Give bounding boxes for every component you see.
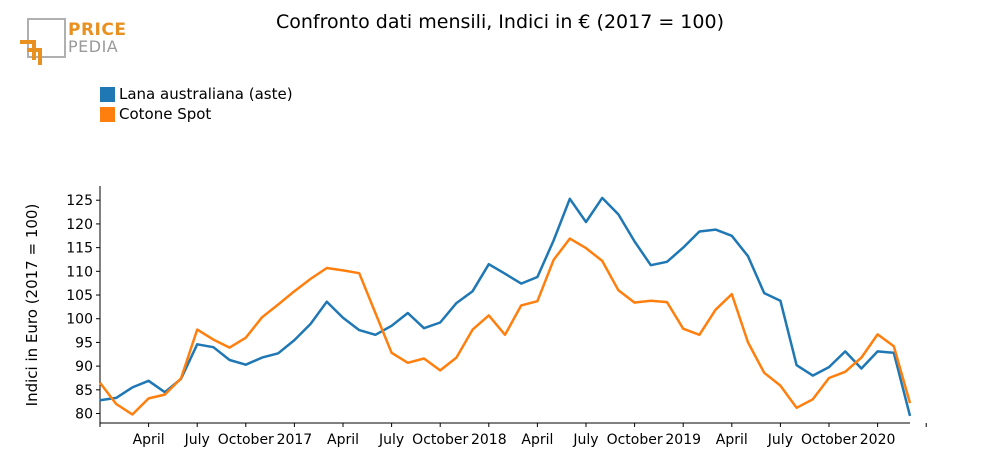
x-tick-label: October [412,432,468,448]
y-tick-label: 100 [66,312,93,328]
legend-item-lana[interactable]: Lana australiana (aste) [100,84,293,104]
x-tick-label: July [767,432,793,448]
chart-series [99,196,912,417]
y-tick-label: 110 [66,264,93,280]
x-tick-label: 2020 [860,432,896,448]
legend-swatch-lana [100,86,115,102]
x-tick-label: April [521,432,553,448]
x-tick-label: October [218,432,274,448]
x-tick-label: 2019 [665,432,701,448]
legend-label-lana: Lana australiana (aste) [119,85,293,103]
y-tick-label: 120 [66,217,93,233]
y-tick-label: 125 [66,193,93,209]
logo-mark-icon [20,18,66,65]
x-tick-label: October [801,432,857,448]
x-tick-label: July [378,432,404,448]
y-tick-label: 105 [66,288,93,304]
pricepedia-logo: PRICE PEDIA [20,18,130,68]
x-tick-label: April [327,432,359,448]
chart-axes: 80 85 90 95 100 105 110 115 120 125 April July Octob… [66,186,927,448]
logo-price-text: PRICE [68,20,127,40]
x-tick-label: 2018 [471,432,507,448]
x-tick-label: April [716,432,748,448]
x-tick-label: April [133,432,165,448]
y-axis-label: Indici in Euro (2017 = 100) [23,204,41,407]
x-tick-label: July [184,432,210,448]
chart-legend: Lana australiana (aste) Cotone Spot [100,84,293,124]
series-line-cotone[interactable] [99,237,912,416]
y-tick-label: 95 [75,335,93,351]
series-line-lana[interactable] [99,196,912,417]
x-tick-label: July [572,432,598,448]
x-tick-label: 2017 [277,432,313,448]
legend-swatch-cotone [100,106,115,122]
chart-title: Confronto dati mensili, Indici in € (201… [275,11,724,33]
legend-label-cotone: Cotone Spot [119,105,212,123]
x-tick-label: October [607,432,663,448]
y-tick-label: 115 [66,241,93,257]
logo-pedia-text: PEDIA [68,37,119,56]
y-tick-label: 80 [75,407,93,423]
legend-item-cotone[interactable]: Cotone Spot [100,104,293,124]
y-tick-label: 85 [75,383,93,399]
y-tick-label: 90 [75,359,93,375]
